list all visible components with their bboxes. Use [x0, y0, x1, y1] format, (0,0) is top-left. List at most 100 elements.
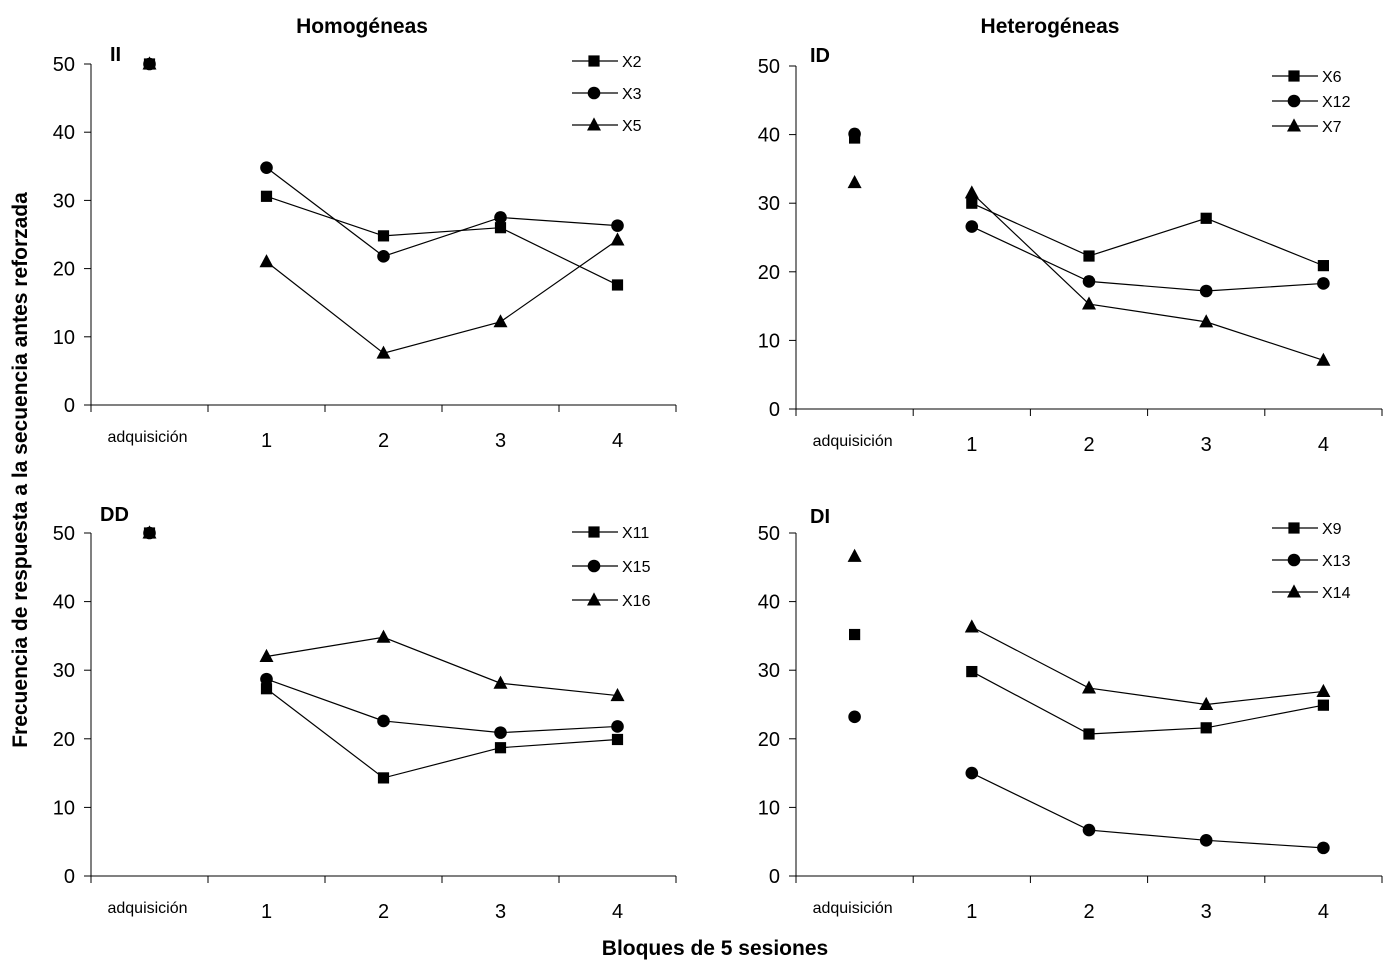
- series-x13: [848, 710, 1330, 855]
- x-tick-label: 3: [495, 901, 506, 923]
- x-tick-label: 3: [495, 430, 506, 452]
- series-line: [266, 195, 618, 286]
- panel-ii: 0 10 20 30 40 50 adquisición 1 2 3 4 II X2 X3 X5: [53, 44, 677, 452]
- data-point: [377, 230, 390, 242]
- data-point: [494, 742, 507, 754]
- series-x11: [143, 527, 624, 784]
- y-tick-label: 50: [53, 54, 75, 76]
- legend-marker: [1288, 522, 1300, 534]
- legend-entry: X2: [572, 54, 642, 71]
- x-tick-label: 4: [612, 901, 623, 923]
- data-point: [848, 127, 861, 141]
- legend-label: X16: [622, 593, 651, 610]
- y-tick-label: 20: [53, 259, 75, 281]
- series-x14: [847, 548, 1331, 711]
- legend-label: X2: [622, 54, 642, 71]
- y-tick-label: 10: [758, 330, 780, 352]
- series-line: [266, 636, 618, 697]
- y-tick-label: 20: [758, 729, 780, 751]
- x-tick-label: adquisición: [107, 429, 187, 446]
- y-tick-label: 10: [53, 327, 75, 349]
- data-point: [1199, 834, 1213, 847]
- data-point: [377, 250, 390, 263]
- data-point: [377, 772, 390, 784]
- data-point: [1317, 260, 1329, 272]
- series-line: [971, 225, 1324, 292]
- data-point: [142, 525, 157, 539]
- y-tick-label: 30: [758, 193, 780, 215]
- data-point: [1082, 275, 1096, 288]
- series-x6: [849, 132, 1329, 272]
- x-tick-label: adquisición: [813, 433, 893, 450]
- y-tick-label: 30: [758, 660, 780, 682]
- data-point: [966, 665, 978, 678]
- y-axis-title: Frecuencia de respuesta a la secuencia a…: [9, 192, 32, 748]
- x-tick-label: adquisición: [813, 900, 893, 917]
- legend-label: X15: [622, 559, 651, 576]
- data-point: [376, 629, 391, 643]
- legend-entry: X13: [1272, 553, 1351, 570]
- legend-entry: X14: [1272, 584, 1351, 602]
- data-point: [611, 720, 624, 733]
- series-x16: [142, 525, 625, 702]
- y-tick-label: 40: [53, 592, 75, 614]
- legend-marker: [587, 559, 601, 573]
- series-x9: [849, 628, 1329, 740]
- data-point: [260, 190, 273, 202]
- y-tick-label: 50: [758, 523, 780, 545]
- data-point: [494, 726, 507, 739]
- series-line: [971, 626, 1324, 706]
- data-point: [259, 254, 274, 268]
- x-tick-label: 3: [1201, 901, 1212, 923]
- legend-label: X14: [1322, 585, 1351, 602]
- y-tick-label: 10: [758, 797, 780, 819]
- y-tick-label: 40: [758, 125, 780, 147]
- data-point: [142, 56, 157, 70]
- legend-label: X5: [622, 118, 642, 135]
- y-tick-label: 0: [769, 399, 780, 421]
- y-tick-label: 40: [53, 122, 75, 144]
- data-point: [965, 766, 979, 780]
- y-tick-label: 0: [64, 395, 75, 417]
- x-tick-label: adquisición: [107, 900, 187, 917]
- legend-entry: X15: [572, 559, 651, 576]
- data-point: [1199, 696, 1214, 711]
- data-point: [493, 314, 508, 328]
- series-line: [266, 688, 618, 779]
- data-point: [1082, 296, 1096, 310]
- data-point: [259, 648, 274, 662]
- legend-label: X11: [622, 525, 649, 542]
- x-axis-title: Bloques de 5 sesiones: [602, 937, 828, 960]
- data-point: [377, 714, 390, 728]
- legend-label: X6: [1322, 69, 1342, 86]
- data-point: [1317, 277, 1330, 290]
- legend-marker: [588, 526, 600, 538]
- data-point: [1082, 823, 1096, 837]
- legend-entry: X3: [572, 86, 642, 103]
- series-x7: [847, 175, 1331, 366]
- legend-marker: [1288, 70, 1300, 82]
- data-point: [494, 222, 507, 234]
- x-tick-label: 1: [966, 901, 977, 923]
- data-point: [1316, 352, 1331, 366]
- y-tick-label: 20: [758, 262, 780, 284]
- panel-label: DI: [810, 506, 830, 528]
- data-point: [1083, 728, 1095, 740]
- x-tick-label: 2: [378, 901, 389, 923]
- data-point: [849, 628, 861, 641]
- panel-di: 0 10 20 30 40 50 adquisición 1 2 3 4 DI X9 X13 X14: [758, 506, 1383, 923]
- panel-label: DD: [100, 504, 129, 526]
- panel-id: 0 10 20 30 40 50 adquisición 1 2 3 4 ID X6 X12 X7: [758, 45, 1383, 456]
- x-tick-label: 4: [1318, 901, 1329, 923]
- legend-label: X3: [622, 86, 642, 103]
- data-point: [848, 710, 861, 724]
- legend-label: X12: [1322, 94, 1351, 111]
- data-point: [964, 619, 979, 633]
- x-tick-label: 1: [966, 434, 977, 456]
- legend-marker: [1287, 94, 1301, 108]
- legend-label: X7: [1322, 119, 1342, 136]
- data-point: [847, 175, 862, 189]
- panel-label: ID: [810, 45, 830, 67]
